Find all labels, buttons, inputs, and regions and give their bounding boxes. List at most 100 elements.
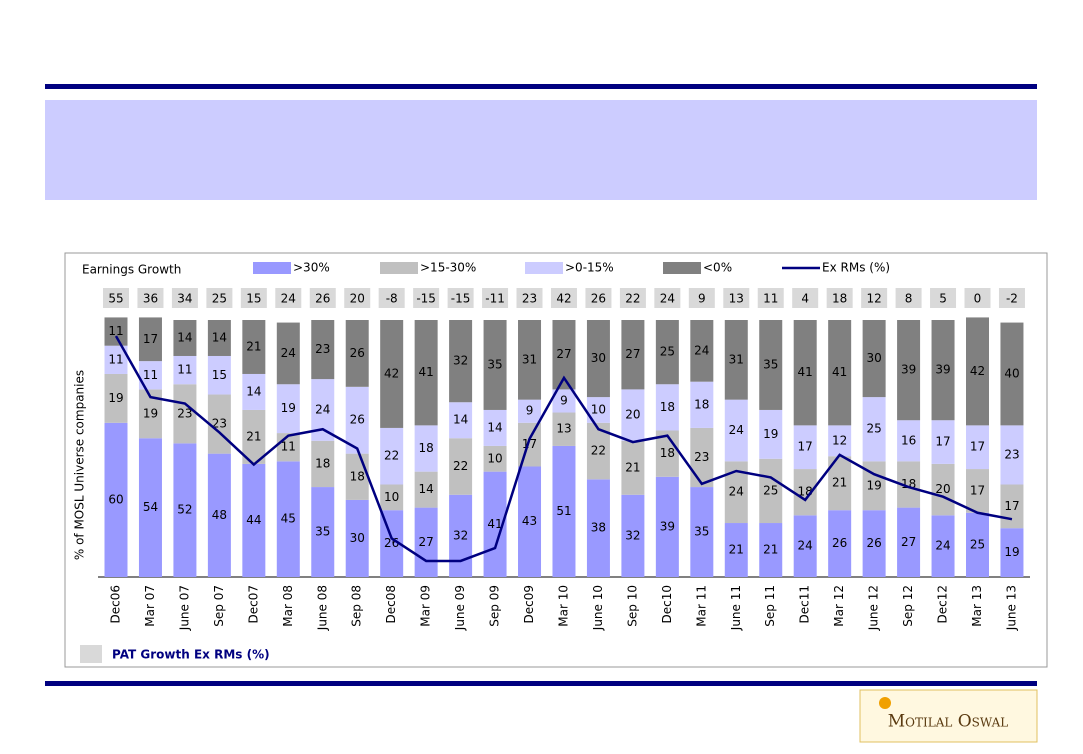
bar-segment bbox=[931, 515, 955, 577]
value-label: 48 bbox=[212, 508, 227, 522]
x-tick-label: June 07 bbox=[177, 585, 191, 631]
legend-swatch bbox=[663, 262, 701, 274]
bar-segment bbox=[793, 515, 817, 577]
value-label: 30 bbox=[866, 351, 881, 365]
value-label: 10 bbox=[591, 402, 606, 416]
value-label: 23 bbox=[315, 342, 330, 356]
bar-segment bbox=[276, 461, 300, 577]
bar-segment bbox=[345, 386, 369, 454]
bar-segment bbox=[104, 345, 128, 374]
bar-segment bbox=[552, 412, 576, 446]
bar-segment bbox=[966, 469, 989, 513]
value-label: 39 bbox=[901, 363, 916, 377]
bar-segment bbox=[138, 389, 162, 439]
bar-segment bbox=[759, 409, 783, 459]
bar-segment bbox=[276, 322, 300, 385]
bar-segment bbox=[345, 499, 369, 577]
value-label: 11 bbox=[108, 324, 123, 338]
value-label: 15 bbox=[212, 368, 227, 382]
pat-box bbox=[240, 288, 267, 308]
value-label: 14 bbox=[212, 330, 227, 344]
bar-segment bbox=[586, 479, 610, 577]
bar-segment bbox=[173, 355, 197, 385]
bar-segment bbox=[793, 320, 817, 426]
bar-segment bbox=[862, 510, 886, 577]
bar-segment bbox=[311, 440, 335, 488]
bar-segment bbox=[966, 425, 989, 470]
legend-label: >30% bbox=[293, 261, 330, 275]
bar-segment bbox=[449, 402, 473, 439]
bar-segment bbox=[1000, 322, 1024, 426]
value-label: 9 bbox=[526, 404, 534, 418]
pat-box-label: 25 bbox=[212, 292, 227, 306]
value-label: 23 bbox=[212, 417, 227, 431]
value-label: 16 bbox=[901, 433, 916, 447]
value-label: 17 bbox=[143, 332, 158, 346]
value-label: 14 bbox=[487, 420, 502, 434]
bar-segment bbox=[207, 355, 231, 395]
value-label: 35 bbox=[315, 525, 330, 539]
bar-segment bbox=[724, 461, 748, 524]
x-tick-label: Mar 10 bbox=[556, 585, 570, 627]
bar-segment bbox=[483, 320, 507, 410]
pat-box-label: 15 bbox=[246, 292, 261, 306]
x-tick-label: Dec11 bbox=[798, 585, 812, 624]
value-label: 27 bbox=[556, 347, 571, 361]
box-legend-label: PAT Growth Ex RMs (%) bbox=[112, 648, 270, 662]
value-label: 21 bbox=[729, 543, 744, 557]
bar-segment bbox=[897, 420, 921, 462]
pat-box bbox=[792, 288, 819, 308]
bar-segment bbox=[690, 320, 714, 382]
pat-box bbox=[137, 288, 164, 308]
value-label: 19 bbox=[143, 406, 158, 420]
value-label: 11 bbox=[143, 368, 158, 382]
pat-box bbox=[723, 288, 750, 308]
title-band bbox=[45, 100, 1037, 200]
bar-segment bbox=[828, 425, 852, 457]
bar-segment bbox=[897, 461, 921, 508]
value-label: 11 bbox=[177, 363, 192, 377]
legend-swatch bbox=[253, 262, 291, 274]
value-label: 41 bbox=[418, 365, 433, 379]
value-label: 39 bbox=[935, 363, 950, 377]
bar-segment bbox=[173, 320, 197, 356]
value-label: 51 bbox=[556, 504, 571, 518]
value-label: 24 bbox=[694, 343, 709, 357]
value-label: 41 bbox=[487, 517, 502, 531]
x-tick-label: Sep 11 bbox=[763, 585, 777, 627]
bar-segment bbox=[276, 384, 300, 434]
value-label: 41 bbox=[832, 365, 847, 379]
logo-box bbox=[859, 689, 1038, 743]
x-tick-label: Sep 07 bbox=[212, 585, 226, 627]
x-tick-label: Mar 07 bbox=[143, 585, 157, 627]
x-tick-label: June 12 bbox=[867, 585, 881, 631]
value-label: 18 bbox=[660, 446, 675, 460]
value-label: 45 bbox=[281, 512, 296, 526]
value-label: 14 bbox=[453, 413, 468, 427]
bar-segment bbox=[621, 440, 645, 495]
value-label: 12 bbox=[832, 433, 847, 447]
bar-segment bbox=[828, 320, 852, 426]
bar-segment bbox=[414, 471, 438, 508]
logo: Motilal Oswal bbox=[888, 712, 1009, 732]
bar-segment bbox=[966, 317, 989, 426]
value-label: 54 bbox=[143, 500, 158, 514]
pat-box-label: 55 bbox=[108, 292, 123, 306]
value-label: 20 bbox=[625, 408, 640, 422]
bar-segment bbox=[897, 507, 921, 577]
value-label: 11 bbox=[108, 352, 123, 366]
pat-box bbox=[826, 288, 853, 308]
bar-segment bbox=[690, 487, 714, 577]
value-label: 13 bbox=[556, 422, 571, 436]
pat-box-label: 12 bbox=[866, 292, 881, 306]
value-label: 27 bbox=[901, 535, 916, 549]
bar-segment bbox=[690, 381, 714, 428]
bar-segment bbox=[449, 494, 473, 577]
value-label: 26 bbox=[350, 413, 365, 427]
x-tick-label: June 11 bbox=[729, 585, 743, 631]
bar-segment bbox=[518, 399, 542, 423]
bar-segment bbox=[414, 507, 438, 577]
value-label: 10 bbox=[487, 451, 502, 465]
bar-segment bbox=[311, 487, 335, 577]
pat-box bbox=[998, 288, 1025, 308]
